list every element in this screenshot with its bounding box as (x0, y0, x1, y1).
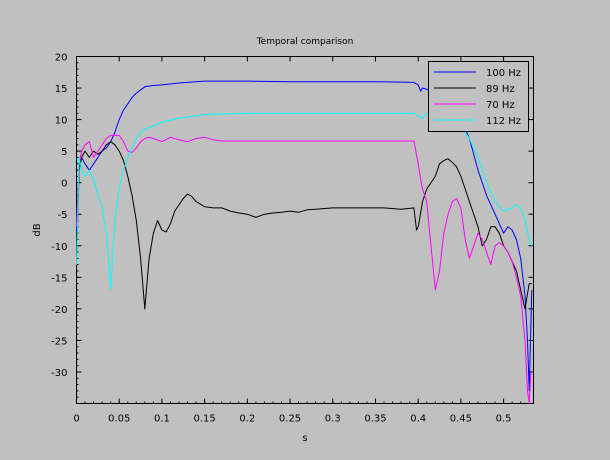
y-tick-label: -25 (51, 336, 67, 347)
x-tick-label: 0.3 (325, 414, 341, 425)
x-tick-label: 0.1 (154, 414, 170, 425)
chart-title: Temporal comparison (256, 37, 354, 47)
legend-label: 112 Hz (486, 116, 521, 127)
y-tick-label: 15 (55, 84, 68, 95)
x-tick-label: 0.25 (279, 414, 301, 425)
y-tick-label: -5 (58, 210, 68, 221)
y-tick-label: -15 (51, 273, 67, 284)
y-tick-label: -30 (51, 368, 67, 379)
series-line-0 (76, 80, 533, 392)
legend: 100 Hz 89 Hz 70 Hz 112 Hz (428, 61, 529, 132)
series-line-2 (76, 134, 532, 404)
x-axis-label: s (302, 433, 307, 444)
x-axis: 0 0.05 0.1 0.15 0.2 0.25 0.3 0.35 0.4 0.45 0.5 (73, 56, 522, 425)
legend-label: 89 Hz (486, 84, 515, 95)
series-layer (76, 80, 533, 404)
x-tick-label: 0 (73, 414, 79, 425)
y-tick-label: -20 (51, 305, 67, 316)
x-tick-label: 0.4 (410, 414, 426, 425)
y-tick-label: -10 (51, 242, 67, 253)
y-tick-label: 20 (55, 53, 68, 64)
y-tick-label: 0 (61, 179, 67, 190)
x-tick-label: 0.35 (364, 414, 386, 425)
y-tick-label: 5 (61, 147, 67, 158)
x-tick-label: 0.05 (108, 414, 130, 425)
legend-label: 100 Hz (486, 68, 521, 79)
x-tick-label: 0.5 (496, 414, 512, 425)
series-line-1 (76, 141, 532, 310)
series-line-3 (76, 112, 533, 291)
x-tick-label: 0.45 (450, 414, 472, 425)
legend-label: 70 Hz (486, 100, 515, 111)
y-tick-label: 10 (55, 116, 68, 127)
y-axis-label: dB (32, 223, 43, 236)
x-tick-label: 0.2 (239, 414, 255, 425)
x-tick-label: 0.15 (193, 414, 215, 425)
